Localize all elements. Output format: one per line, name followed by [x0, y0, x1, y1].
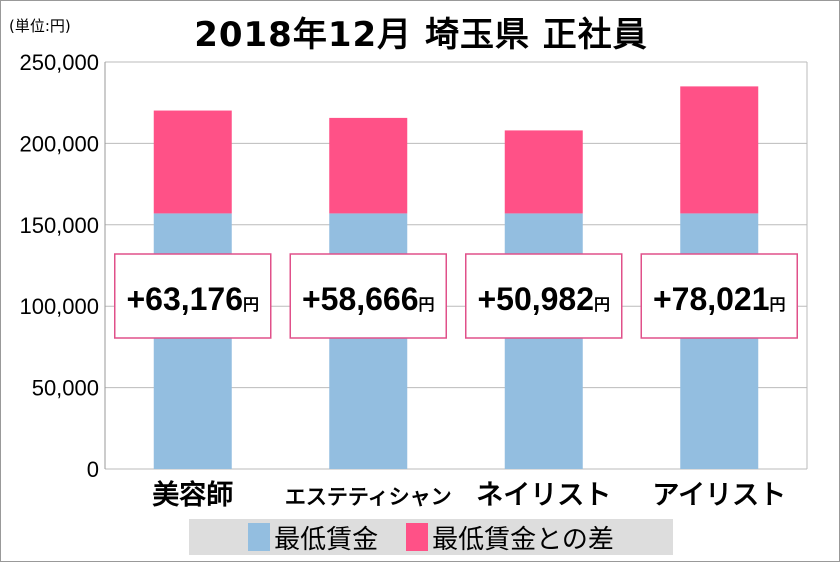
y-tick-label: 50,000: [32, 376, 99, 401]
bar-min-wage: [153, 213, 232, 469]
data-label-unit: 円: [243, 296, 259, 314]
legend-label: 最低賃金との差: [432, 524, 614, 555]
bar-min-wage: [329, 213, 408, 469]
bar-min-wage: [504, 213, 583, 469]
y-tick-label: 150,000: [19, 213, 99, 238]
legend-swatch: [248, 523, 271, 551]
x-tick-label: アイリスト: [652, 480, 786, 511]
data-label: +63,176円: [126, 281, 259, 317]
bar-diff: [153, 110, 232, 214]
chart-title: 2018年12月 埼玉県 正社員: [194, 15, 648, 55]
legend-swatch: [406, 523, 429, 551]
bar-diff: [680, 86, 759, 214]
data-label: +78,021円: [653, 281, 786, 317]
legend-item-min-wage: 最低賃金: [248, 519, 378, 556]
legend-item-diff: 最低賃金との差: [406, 519, 614, 556]
y-tick-label: 0: [87, 457, 99, 482]
data-label-box: [289, 253, 447, 339]
bar-diff: [329, 117, 408, 214]
x-tick-label: 美容師: [152, 479, 233, 511]
data-label: +58,666円: [302, 281, 435, 317]
y-tick-label: 250,000: [19, 50, 99, 75]
data-label-box: [114, 253, 272, 339]
bar-diff: [504, 130, 583, 214]
y-tick-label: 200,000: [19, 131, 99, 156]
data-label-box: [465, 253, 623, 339]
unit-label: (単位:円): [9, 17, 71, 35]
data-label-unit: 円: [419, 296, 435, 314]
y-tick-label: 100,000: [19, 294, 99, 319]
data-label: +50,982円: [477, 281, 610, 317]
x-tick-label: エステティシャン: [285, 485, 452, 509]
data-label-unit: 円: [594, 296, 610, 314]
bar-min-wage: [680, 213, 759, 469]
x-tick-label: ネイリスト: [476, 480, 611, 511]
data-label-box: [640, 253, 798, 339]
legend: 最低賃金 最低賃金との差: [189, 519, 673, 555]
legend-label: 最低賃金: [274, 524, 379, 555]
data-label-unit: 円: [770, 296, 786, 314]
